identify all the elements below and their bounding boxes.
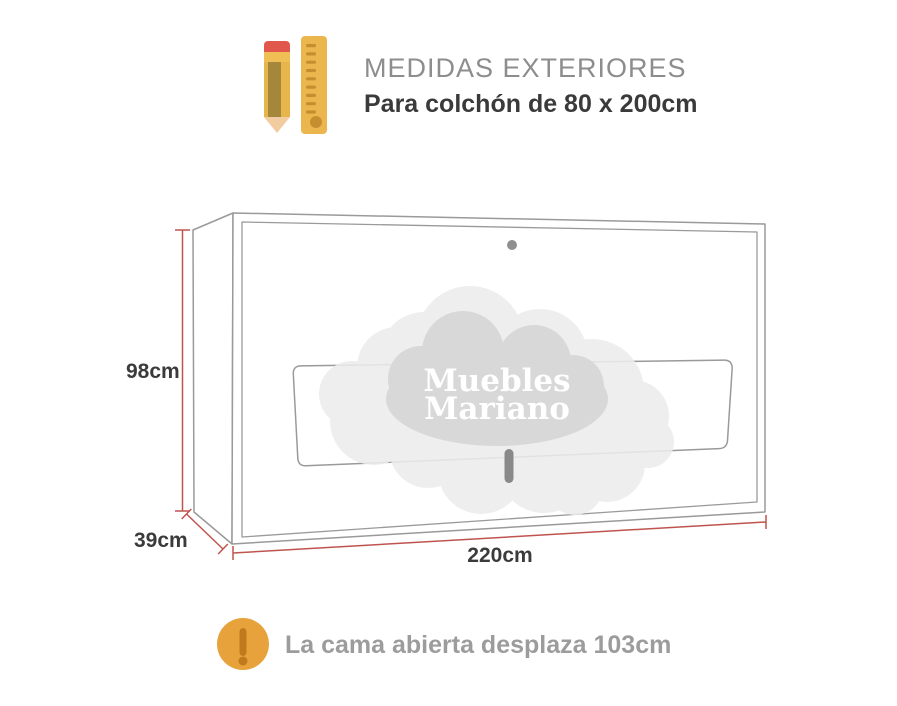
pencil-icon xyxy=(264,41,290,133)
cabinet-side-panel xyxy=(192,212,234,545)
dimension-lines xyxy=(175,229,767,560)
warning-icon xyxy=(217,618,269,670)
width-dimension-line xyxy=(232,515,767,560)
ruler-icon xyxy=(301,36,327,134)
height-dimension-label: 98cm xyxy=(126,360,180,383)
depth-dimension-label: 39cm xyxy=(134,529,188,552)
cabinet-handle xyxy=(504,449,514,483)
watermark-text-line1: Muebles xyxy=(423,363,570,399)
watermark-text-line2: Mariano xyxy=(424,391,570,427)
watermark-cloud: Muebles Mariano xyxy=(319,286,674,515)
note-text: La cama abierta desplaza 103cm xyxy=(285,631,672,659)
height-dimension-line xyxy=(175,229,190,512)
section-title: MEDIDAS EXTERIORES xyxy=(364,53,687,83)
width-dimension-label: 220cm xyxy=(467,544,533,567)
cabinet-front-inner-frame xyxy=(241,221,758,538)
mattress-size-subtitle: Para colchón de 80 x 200cm xyxy=(364,90,698,118)
pencil-ruler-icon xyxy=(264,36,327,134)
cabinet-knob xyxy=(507,240,517,250)
depth-dimension-line xyxy=(181,508,229,555)
